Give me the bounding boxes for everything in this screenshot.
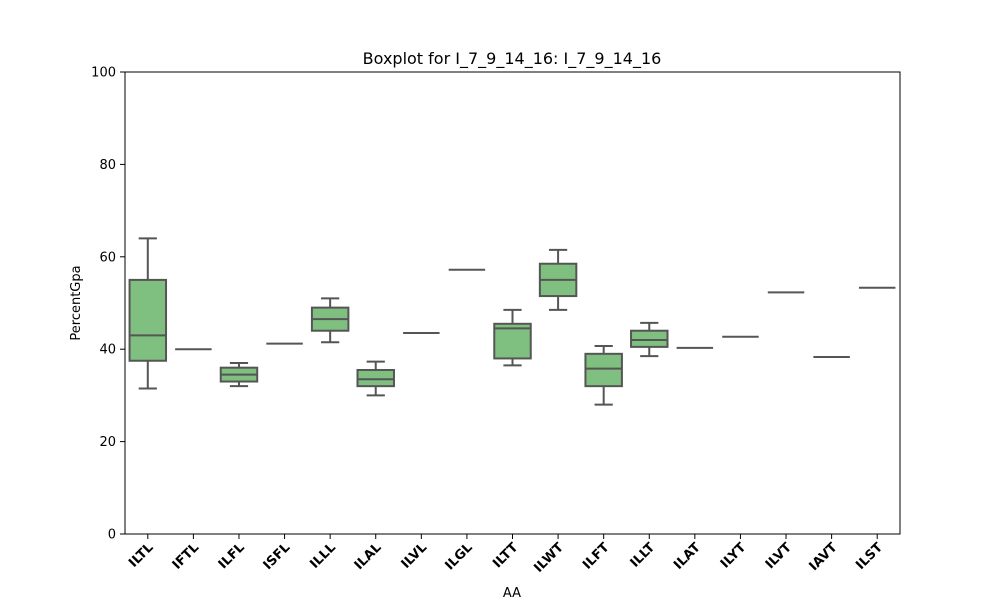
iqr-box [584, 352, 623, 388]
x-tick-label: ILVL [399, 540, 431, 572]
x-tick-label: ILTT [490, 540, 521, 571]
y-axis: 0 20 40 60 80 100 [91, 66, 125, 543]
y-tick-label: 80 [99, 158, 116, 173]
x-tick-label: ILGL [442, 540, 475, 573]
y-axis-label: PercentGpa [69, 265, 84, 340]
x-tick-label: ILVT [763, 540, 795, 572]
y-tick-label: 100 [91, 66, 116, 81]
x-tick-label: ILTL [126, 540, 156, 570]
iqr-box [493, 322, 532, 360]
box-ilft [584, 344, 623, 406]
x-axis-label: AA [503, 586, 521, 600]
x-tick-label: ISFL [261, 540, 294, 573]
x-tick-label: ILAT [671, 540, 704, 573]
box-iltt [493, 308, 532, 367]
y-tick-label: 0 [108, 528, 116, 543]
x-tick-label: ILST [853, 540, 886, 573]
x-tick-label: ILYT [718, 540, 749, 571]
box-ilfl [219, 362, 259, 388]
box-illt [630, 321, 669, 358]
x-tick-label: ILLT [628, 540, 659, 571]
x-tick-label: IFTL [170, 540, 202, 572]
box-ilal [356, 360, 395, 397]
x-axis: ILTL IFTL ILFL ISFL ILLL ILAL ILVL ILGL ILTT ILWT… [126, 534, 886, 576]
box-ilwt [538, 248, 578, 311]
x-tick-label: ILWT [531, 540, 567, 576]
x-tick-label: ILFL [216, 540, 248, 572]
y-tick-label: 60 [99, 250, 116, 265]
iqr-box [128, 278, 168, 362]
chart-title: Boxplot for I_7_9_14_16: I_7_9_14_16 [363, 49, 662, 69]
y-tick-label: 20 [99, 435, 116, 450]
x-tick-label: ILLL [307, 540, 339, 572]
plot-frame [124, 71, 901, 535]
box-illl [310, 297, 350, 344]
x-tick-label: IAVT [807, 540, 841, 574]
x-tick-label: ILFT [580, 540, 613, 573]
iqr-box [630, 329, 669, 348]
iqr-box [356, 368, 395, 388]
box-iltl [128, 237, 168, 390]
x-tick-label: ILAL [352, 540, 385, 573]
plot-area [128, 237, 896, 406]
y-tick-label: 40 [99, 343, 116, 358]
